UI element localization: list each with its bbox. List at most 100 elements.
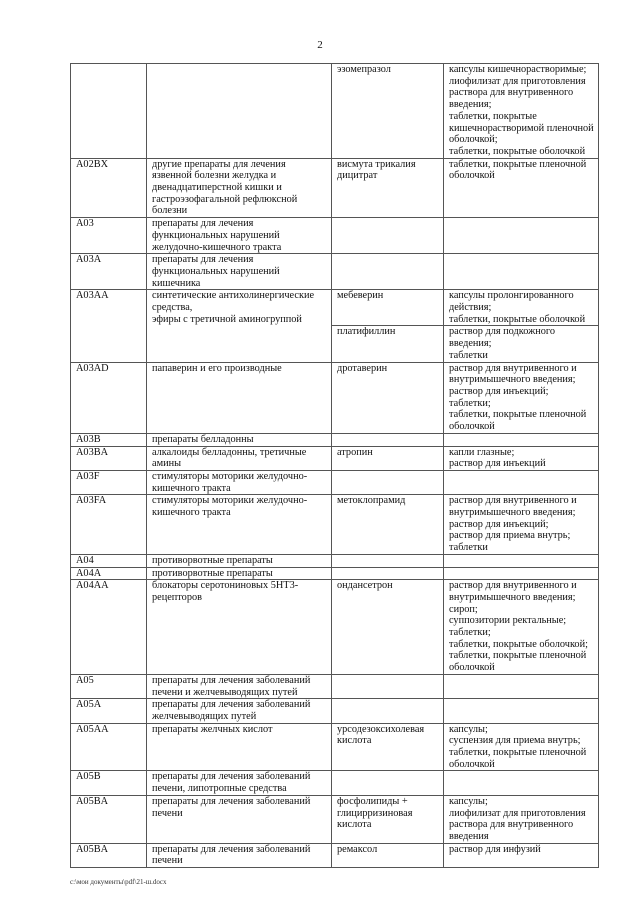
group-name-cell: блокаторы серотониновых 5HT3-рецепторов	[146, 579, 332, 675]
atc-code-cell: A03A	[70, 253, 147, 291]
drug-name-cell	[331, 770, 444, 796]
drug-name-cell: ремаксол	[331, 842, 444, 869]
drug-name-cell	[331, 698, 444, 724]
drug-name-cell	[331, 217, 444, 255]
table-row: A02BX другие препараты для лечения язвенн…	[70, 157, 599, 219]
table-row: A03 препараты для лечения функциональных …	[70, 217, 599, 255]
table-row: A05 препараты для лечения заболеваний печ…	[70, 673, 599, 700]
drug-table: эзомепразол капсулы кишечнорастворимые; л…	[70, 63, 599, 869]
page-number: 2	[317, 39, 323, 51]
atc-code-cell: A03FA	[70, 494, 147, 555]
table-row: A05A препараты для лечения заболеваний же…	[70, 698, 599, 724]
drug-name-cell: эзомепразол	[331, 63, 444, 159]
atc-code-cell: A03AD	[70, 361, 147, 434]
dosage-form-cell	[443, 673, 599, 700]
dosage-form-cell: капли глазные; раствор для инъекций	[443, 445, 599, 471]
table-row: A05B препараты для лечения заболеваний пе…	[70, 770, 599, 796]
table-row: A03BA алкалоиды белладонны, третичные ами…	[70, 445, 599, 471]
drug-name-cell: висмута трикалия дицитрат	[331, 157, 444, 219]
atc-code-cell	[70, 63, 147, 159]
drug-name-cell	[331, 432, 444, 447]
atc-code-cell: A02BX	[70, 157, 147, 219]
dosage-form-cell: капсулы; лиофилизат для приготовления ра…	[443, 794, 599, 844]
drug-name-cell: урсодезоксихолевая кислота	[331, 722, 444, 772]
group-name-cell: противорвотные препараты	[146, 566, 332, 581]
table-row: A03A препараты для лечения функциональных…	[70, 253, 599, 291]
dosage-form-cell	[443, 770, 599, 796]
drug-name-cell: метоклопрамид	[331, 494, 444, 555]
dosage-form-cell	[443, 432, 599, 447]
dosage-form-cell: капсулы пролонгированного действия; табл…	[443, 289, 599, 327]
table-row: A04AA блокаторы серотониновых 5HT3-рецепт…	[70, 579, 599, 675]
drug-name-cell	[331, 253, 444, 291]
table-row: платифиллин раствор для подкожного введен…	[71, 325, 599, 363]
group-name-cell: препараты для лечения заболеваний печени	[146, 794, 332, 844]
dosage-form-cell: раствор для подкожного введения; таблетк…	[443, 325, 599, 363]
atc-code-cell: A03BA	[70, 445, 147, 471]
atc-code-cell: A04AA	[70, 579, 147, 675]
table-row: A04 противорвотные препараты	[70, 553, 599, 568]
group-name-cell: синтетические антихолинергические средст…	[146, 289, 332, 363]
dosage-form-cell: капсулы; суспензия для приема внутрь; та…	[443, 722, 599, 772]
group-name-cell: алкалоиды белладонны, третичные амины	[146, 445, 332, 471]
group-name-cell: препараты для лечения заболеваний печени…	[146, 770, 332, 796]
dosage-form-cell	[443, 469, 599, 496]
group-name-cell: стимуляторы моторики желудочно-кишечного…	[146, 494, 332, 555]
dosage-form-cell: капсулы кишечнорастворимые; лиофилизат д…	[443, 63, 599, 159]
group-name-cell: препараты для лечения заболеваний желчев…	[146, 698, 332, 724]
atc-code-cell: A05B	[70, 770, 147, 796]
atc-code-cell: A03AA	[70, 289, 147, 363]
dosage-form-cell	[443, 566, 599, 581]
atc-code-cell: A03B	[70, 432, 147, 447]
group-name-cell: другие препараты для лечения язвенной бо…	[146, 157, 332, 219]
group-name-cell: препараты желчных кислот	[146, 722, 332, 772]
atc-code-cell: A05BA	[70, 794, 147, 844]
drug-name-cell: дротаверин	[331, 361, 444, 434]
table-row: эзомепразол капсулы кишечнорастворимые; л…	[70, 63, 599, 159]
group-name-cell: стимуляторы моторики желудочно-кишечного…	[146, 469, 332, 496]
drug-name-cell	[331, 469, 444, 496]
dosage-form-cell	[443, 217, 599, 255]
drug-name-cell	[331, 553, 444, 568]
group-name-cell: препараты для лечения функциональных нар…	[146, 217, 332, 255]
drug-name-cell	[331, 566, 444, 581]
drug-name-cell: мебеверин	[331, 289, 444, 327]
atc-code-cell: A05BA	[70, 842, 147, 869]
dosage-form-cell: раствор для инфузий	[443, 842, 599, 869]
dosage-form-cell	[443, 698, 599, 724]
dosage-form-cell: таблетки, покрытые пленочной оболочкой	[443, 157, 599, 219]
atc-code-cell: A05	[70, 673, 147, 700]
table-row: A05BA препараты для лечения заболеваний п…	[70, 794, 599, 844]
table-row: A05AA препараты желчных кислот урсодезокси…	[70, 722, 599, 772]
drug-name-cell: платифиллин	[331, 325, 444, 363]
drug-name-cell: ондансетрон	[331, 579, 444, 675]
atc-code-cell: A03F	[70, 469, 147, 496]
atc-code-cell: A05AA	[70, 722, 147, 772]
dosage-form-cell: раствор для внутривенного и внутримышечн…	[443, 361, 599, 434]
table-row: A03FA стимуляторы моторики желудочно-кише…	[70, 494, 599, 555]
group-name-cell: противорвотные препараты	[146, 553, 332, 568]
dosage-form-cell: раствор для внутривенного и внутримышечн…	[443, 579, 599, 675]
group-name-cell: препараты для лечения заболеваний печени…	[146, 673, 332, 700]
atc-code-cell: A04A	[70, 566, 147, 581]
group-name-cell: препараты для лечения заболеваний печени	[146, 842, 332, 869]
drug-name-cell: атропин	[331, 445, 444, 471]
table-row: A05BA препараты для лечения заболеваний п…	[70, 842, 599, 869]
atc-code-cell: A03	[70, 217, 147, 255]
dosage-form-cell	[443, 553, 599, 568]
atc-code-cell: A05A	[70, 698, 147, 724]
table-row: A03F стимуляторы моторики желудочно-кишеч…	[70, 469, 599, 496]
file-path-footer: c:\мои документы\pdf\21-ш.docx	[70, 878, 167, 887]
group-name-cell	[146, 63, 332, 159]
table-row: A04A противорвотные препараты	[70, 566, 599, 581]
group-name-cell: препараты белладонны	[146, 432, 332, 447]
table-row: A03B препараты белладонны	[70, 432, 599, 447]
atc-code-cell: A04	[70, 553, 147, 568]
dosage-form-cell: раствор для внутривенного и внутримышечн…	[443, 494, 599, 555]
table-row: A03AA синтетические антихолинергические с…	[70, 289, 599, 363]
group-name-cell: папаверин и его производные	[146, 361, 332, 434]
drug-name-cell: фосфолипиды + глицирризиновая кислота	[331, 794, 444, 844]
dosage-form-cell	[443, 253, 599, 291]
drug-name-cell	[331, 673, 444, 700]
group-name-cell: препараты для лечения функциональных нар…	[146, 253, 332, 291]
